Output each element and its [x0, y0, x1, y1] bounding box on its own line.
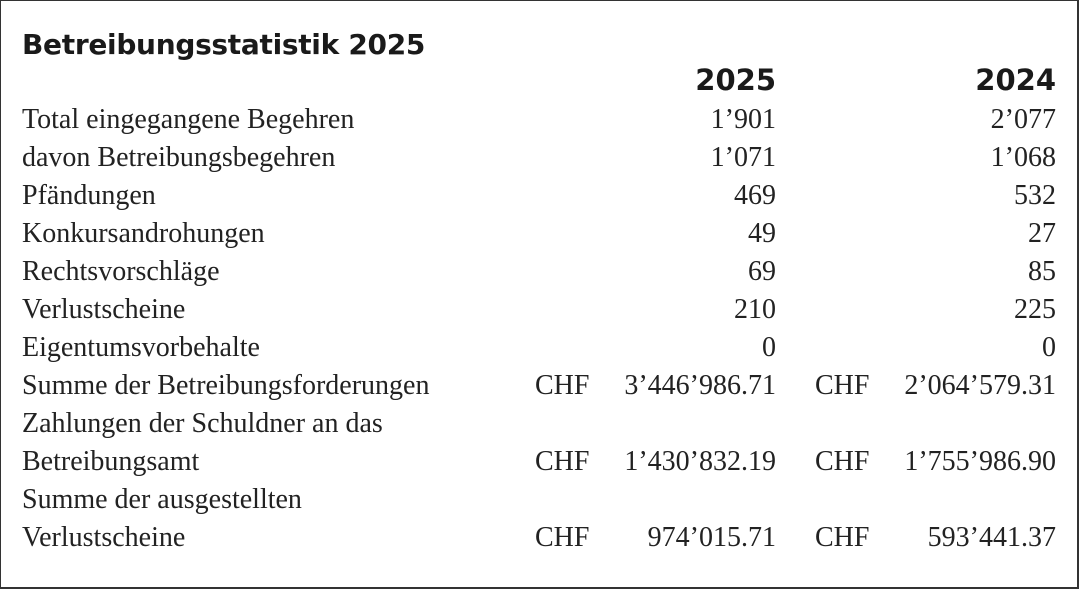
table-row: Total eingegangene Begehren 1’901 2’077 — [0, 101, 1080, 139]
row-label: Total eingegangene Begehren — [22, 104, 355, 135]
value-2025: 1’071 — [710, 142, 776, 173]
value-2025: 49 — [748, 218, 776, 249]
currency-2024: CHF — [815, 446, 870, 477]
row-label: Pfändungen — [22, 180, 156, 211]
table-row: Zahlungen der Schuldner an das — [0, 405, 1080, 443]
row-label: Konkursandrohungen — [22, 218, 265, 249]
row-label: Summe der Betreibungsforderungen — [22, 370, 430, 401]
value-2025: 1’430’832.19 — [624, 446, 776, 477]
value-2025: 3’446’986.71 — [624, 370, 776, 401]
value-2024: 1’068 — [990, 142, 1056, 173]
currency-2024: CHF — [815, 370, 870, 401]
table-row: Summe der Betreibungsforderungen CHF 3’446… — [0, 367, 1080, 405]
value-2025: 974’015.71 — [647, 522, 776, 553]
table-row: Summe der ausgestellten — [0, 481, 1080, 519]
value-2025: 69 — [748, 256, 776, 287]
table-row: Pfändungen 469 532 — [0, 177, 1080, 215]
currency-2025: CHF — [535, 446, 590, 477]
value-2025: 210 — [734, 294, 776, 325]
row-label: Betreibungsamt — [22, 446, 200, 477]
value-2025: 469 — [734, 180, 776, 211]
table-title: Betreibungsstatistik 2025 — [22, 28, 426, 61]
value-2025: 0 — [762, 332, 776, 363]
column-header-2024: 2024 — [975, 63, 1056, 97]
currency-2025: CHF — [535, 370, 590, 401]
column-header-2025: 2025 — [695, 63, 776, 97]
table-row: Verlustscheine 210 225 — [0, 291, 1080, 329]
header-row: 2025 2024 — [0, 63, 1080, 101]
value-2024: 225 — [1014, 294, 1056, 325]
table-row: Eigentumsvorbehalte 0 0 — [0, 329, 1080, 367]
row-label: davon Betreibungsbegehren — [22, 142, 336, 173]
row-label: Verlustscheine — [22, 522, 186, 553]
table-row-continuation: Verlustscheine CHF 974’015.71 CHF 593’441.37 — [0, 519, 1080, 557]
row-label: Rechtsvorschläge — [22, 256, 220, 287]
row-label: Eigentumsvorbehalte — [22, 332, 260, 363]
value-2024: 27 — [1028, 218, 1056, 249]
table-row: Konkursandrohungen 49 27 — [0, 215, 1080, 253]
value-2025: 1’901 — [710, 104, 776, 135]
value-2024: 2’064’579.31 — [904, 370, 1056, 401]
value-2024: 2’077 — [990, 104, 1056, 135]
value-2024: 0 — [1042, 332, 1056, 363]
currency-2025: CHF — [535, 522, 590, 553]
row-label: Verlustscheine — [22, 294, 186, 325]
value-2024: 532 — [1014, 180, 1056, 211]
value-2024: 593’441.37 — [927, 522, 1056, 553]
currency-2024: CHF — [815, 522, 870, 553]
value-2024: 85 — [1028, 256, 1056, 287]
row-label: Zahlungen der Schuldner an das — [22, 408, 383, 439]
row-label: Summe der ausgestellten — [22, 484, 302, 515]
statistics-table: 2025 2024 Total eingegangene Begehren 1’9… — [0, 63, 1080, 557]
table-row-continuation: Betreibungsamt CHF 1’430’832.19 CHF 1’755’98… — [0, 443, 1080, 481]
table-row: Rechtsvorschläge 69 85 — [0, 253, 1080, 291]
value-2024: 1’755’986.90 — [904, 446, 1056, 477]
table-row: davon Betreibungsbegehren 1’071 1’068 — [0, 139, 1080, 177]
